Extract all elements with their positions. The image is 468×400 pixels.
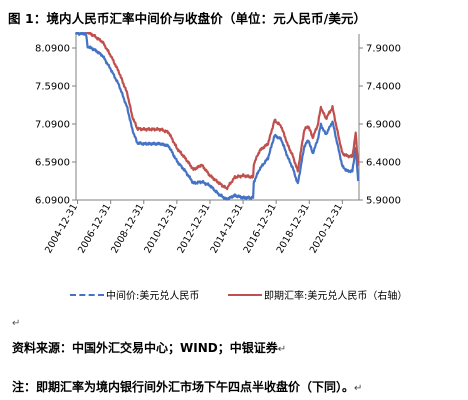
- source-label: 资料来源：中国外汇交易中心；WIND；中银证券: [12, 341, 278, 355]
- x-axis-tick-label: 2008-12-31: [109, 202, 146, 255]
- x-axis-tick-label: 2016-12-31: [242, 202, 279, 255]
- note-return-mark: ↵: [354, 383, 363, 394]
- legend-label-mid: 中间价:美元兑人民币: [106, 291, 200, 302]
- left-axis-tick-label: 7.5900: [35, 82, 70, 93]
- right-axis-tick-label: 6.4000: [366, 158, 401, 169]
- right-axis-tick-label: 7.4000: [366, 82, 401, 93]
- right-axis-tick-label: 6.9000: [366, 120, 401, 131]
- legend-swatch-spot: [228, 293, 262, 296]
- left-axis-tick-label: 8.0900: [35, 44, 70, 55]
- chart-legend: 中间价:美元兑人民币 即期汇率:美元兑人民币（右轴）: [70, 287, 450, 303]
- x-axis-tick-label: 2014-12-31: [209, 202, 246, 255]
- source-return-mark: ↵: [277, 344, 287, 355]
- legend-item-mid: 中间价:美元兑人民币: [70, 287, 199, 302]
- x-axis-tick-label: 2006-12-31: [76, 202, 113, 255]
- legend-item-spot: 即期汇率:美元兑人民币（右轴）: [228, 287, 407, 302]
- right-axis-tick-label: 7.9000: [366, 44, 401, 55]
- series-line-spot: [86, 32, 360, 191]
- x-axis-tick-label: 2018-12-31: [275, 202, 312, 255]
- chart-title: 图 1：境内人民币汇率中间价与收盘价（单位：元人民币/美元）: [8, 11, 367, 26]
- legend-swatch-mid: [70, 293, 104, 296]
- series-line-mid: [74, 32, 360, 201]
- note-label: 注：即期汇率为境内银行间外汇市场下午四点半收盘价（下同）。: [12, 380, 355, 394]
- source-text: 资料来源：中国外汇交易中心；WIND；中银证券↵: [12, 339, 286, 356]
- x-axis-tick-label: 2004-12-31: [43, 202, 80, 255]
- note-text: 注：即期汇率为境内银行间外汇市场下午四点半收盘价（下同）。↵: [12, 378, 362, 395]
- left-axis-tick-label: 7.0900: [35, 120, 70, 131]
- left-axis-tick-label: 6.5900: [35, 158, 70, 169]
- legend-label-spot: 即期汇率:美元兑人民币（右轴）: [264, 291, 408, 302]
- x-axis-tick-label: 2020-12-31: [308, 202, 345, 255]
- right-axis-tick-label: 5.9000: [366, 196, 401, 207]
- x-axis-tick-label: 2012-12-31: [175, 202, 212, 255]
- left-axis-tick-label: 6.0900: [35, 196, 70, 207]
- chart-area: 6.0900 6.5900 7.0900 7.5900 8.0900 5.9000 6.40…: [14, 32, 446, 310]
- chart-svg: 6.0900 6.5900 7.0900 7.5900 8.0900 5.9000 6.40…: [35, 32, 401, 255]
- paragraph-return-mark: ↵: [12, 318, 21, 329]
- x-axis-tick-label: 2010-12-31: [142, 202, 179, 255]
